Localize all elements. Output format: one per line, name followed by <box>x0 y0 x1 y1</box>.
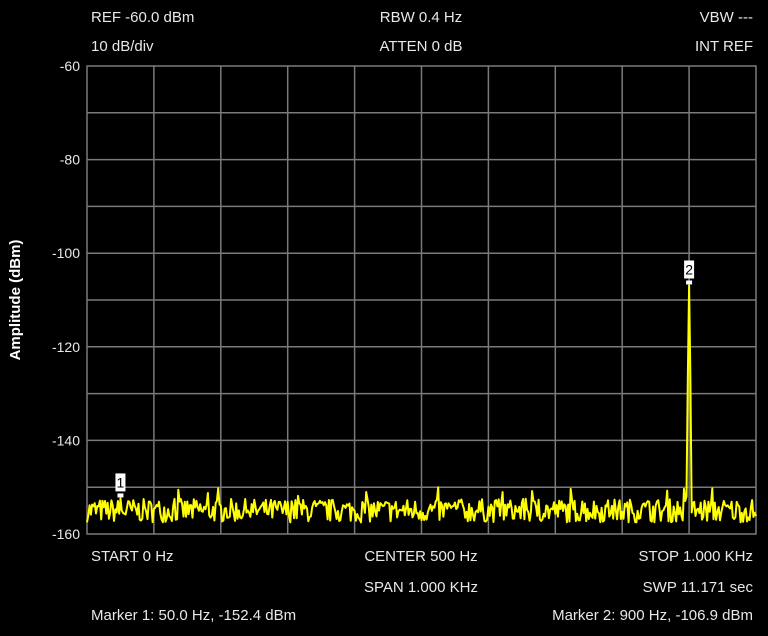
start-freq-label: START 0 Hz <box>91 548 174 565</box>
marker-point <box>686 280 693 285</box>
y-tick-label: -100 <box>52 245 80 261</box>
y-tick-label: -80 <box>60 152 80 168</box>
marker1-readout: Marker 1: 50.0 Hz, -152.4 dBm <box>91 607 297 624</box>
y-tick-label: -160 <box>52 526 80 542</box>
marker-flag <box>115 473 126 492</box>
atten-label: ATTEN 0 dB <box>379 38 463 55</box>
ref-level-label: REF -60.0 dBm <box>91 9 195 26</box>
marker-1: 1 <box>115 473 126 498</box>
y-axis-label: Amplitude (dBm) <box>7 240 24 361</box>
y-tick-label: -60 <box>60 58 80 74</box>
center-freq-label: CENTER 500 Hz <box>364 548 478 565</box>
marker-label: 1 <box>117 474 125 490</box>
rbw-label: RBW 0.4 Hz <box>379 9 463 26</box>
y-tick-label: -120 <box>52 339 80 355</box>
stop-freq-label: STOP 1.000 KHz <box>638 548 753 565</box>
y-axis-ticks: -60 -80 -100 -120 -140 -160 <box>52 58 80 542</box>
scale-label: 10 dB/div <box>91 38 154 55</box>
markers: 12 <box>115 260 695 498</box>
sweep-time-label: SWP 11.171 sec <box>642 579 753 596</box>
vbw-label: VBW --- <box>699 9 753 26</box>
marker2-readout: Marker 2: 900 Hz, -106.9 dBm <box>552 607 753 624</box>
marker-label: 2 <box>685 261 693 277</box>
span-label: SPAN 1.000 KHz <box>364 579 478 596</box>
y-tick-label: -140 <box>52 432 80 448</box>
spectrum-trace <box>86 284 757 524</box>
marker-point <box>117 493 124 498</box>
int-ref-label: INT REF <box>694 38 753 55</box>
marker-2: 2 <box>684 260 695 285</box>
marker-flag <box>684 260 695 279</box>
